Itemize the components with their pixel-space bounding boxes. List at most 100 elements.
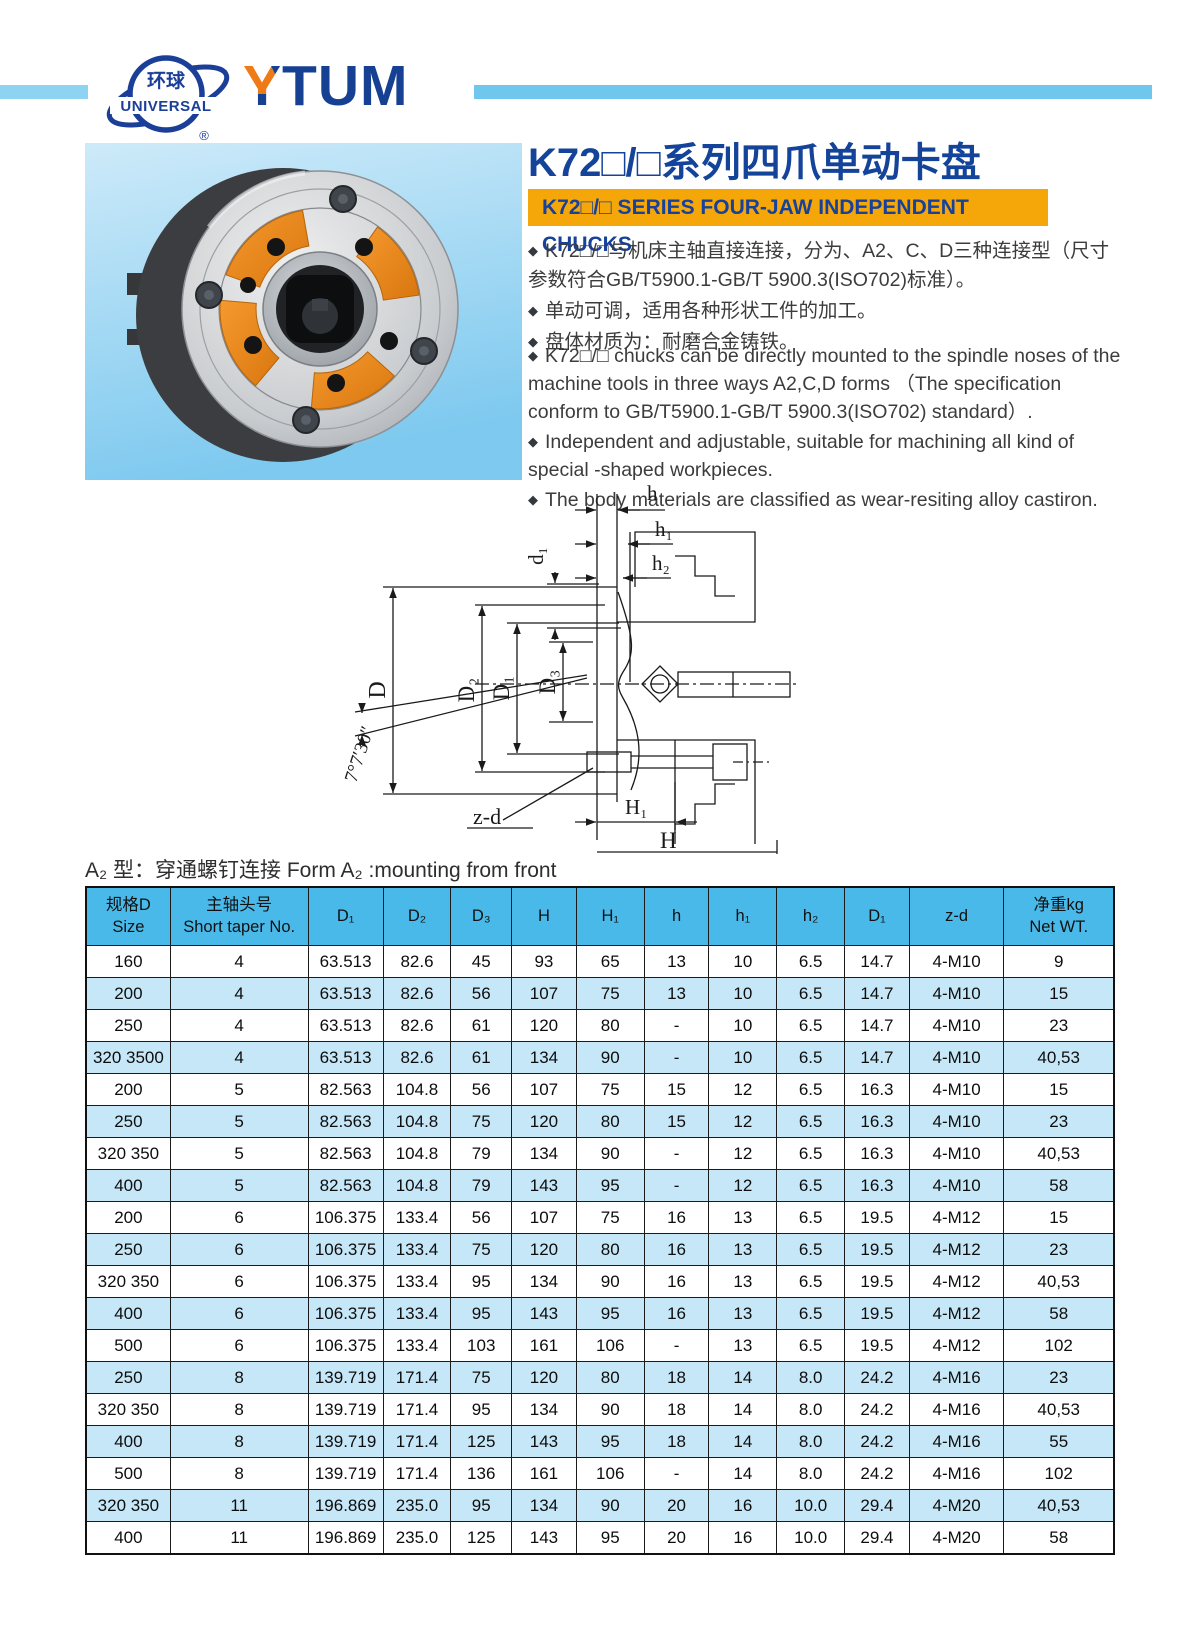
table-cell: 8.0 bbox=[776, 1361, 846, 1394]
table-cell: 104.8 bbox=[382, 1137, 452, 1170]
diamond-bullet-icon: ◆ bbox=[528, 348, 538, 363]
table-cell: 125 bbox=[450, 1425, 513, 1458]
table-row: 320 350 6 106.375 133.4 95 134 90 16 13 6.5 19.5 4-… bbox=[85, 1265, 1115, 1298]
table-cell: 106.375 bbox=[307, 1297, 384, 1330]
table-row: 250 6 106.375 133.4 75 120 80 16 13 6.5 19.5 4-M12 2… bbox=[85, 1233, 1115, 1266]
table-cell: 95 bbox=[575, 1425, 645, 1458]
table-cell: 5 bbox=[169, 1105, 309, 1138]
table-cell: 107 bbox=[511, 1201, 577, 1234]
chuck-holes bbox=[240, 238, 398, 392]
table-cell: 5 bbox=[169, 1073, 309, 1106]
header-cell: 净重kg Net WT. bbox=[1003, 886, 1115, 946]
dim-label-H1: H₁ bbox=[625, 795, 648, 819]
table-cell: 75 bbox=[450, 1105, 513, 1138]
table-cell: 95 bbox=[450, 1393, 513, 1426]
bullet-text: Independent and adjustable, suitable for… bbox=[528, 431, 1075, 482]
table-cell: 95 bbox=[575, 1297, 645, 1330]
table-cell: 19.5 bbox=[844, 1265, 910, 1298]
table-cell: 90 bbox=[575, 1041, 645, 1074]
table-cell: 82.6 bbox=[382, 977, 452, 1010]
spec-table-header-row: 规格D Size 主轴头号 Short taper No. D₁ D₂ D₃ H H₁ h h₁… bbox=[85, 886, 1115, 946]
table-cell: 12 bbox=[708, 1169, 778, 1202]
table-cell: 13 bbox=[643, 945, 710, 978]
table-cell: 125 bbox=[450, 1521, 513, 1555]
table-cell: 15 bbox=[1003, 1201, 1115, 1234]
table-cell: 320 350 bbox=[85, 1265, 171, 1298]
table-cell: 8.0 bbox=[776, 1425, 846, 1458]
table-cell: 200 bbox=[85, 977, 171, 1010]
header-rule-left bbox=[0, 85, 88, 99]
dim-label-h: h bbox=[647, 481, 658, 505]
table-cell: 250 bbox=[85, 1009, 171, 1042]
table-cell: 11 bbox=[169, 1489, 309, 1522]
table-cell: 139.719 bbox=[307, 1361, 384, 1394]
spec-table-body: 160 4 63.513 82.6 45 93 65 13 10 6.5 14.7 4-M10 9 200… bbox=[85, 945, 1115, 1555]
registered-mark: ® bbox=[199, 128, 209, 143]
table-row: 320 350 11 196.869 235.0 95 134 90 20 16 10.0 29.4… bbox=[85, 1489, 1115, 1522]
header-cell: H₁ bbox=[575, 886, 645, 946]
table-cell: 20 bbox=[643, 1521, 710, 1555]
table-cell: 133.4 bbox=[382, 1201, 452, 1234]
table-cell: 63.513 bbox=[307, 977, 384, 1010]
table-cell: 5 bbox=[169, 1169, 309, 1202]
dim-label-D: D bbox=[365, 681, 391, 698]
table-cell: 4-M10 bbox=[908, 1169, 1005, 1202]
table-cell: 75 bbox=[575, 977, 645, 1010]
table-cell: 20 bbox=[643, 1489, 710, 1522]
table-cell: 400 bbox=[85, 1169, 171, 1202]
table-cell: 4-M10 bbox=[908, 945, 1005, 978]
dim-label-D1: D₁ bbox=[489, 676, 514, 701]
table-cell: 90 bbox=[575, 1489, 645, 1522]
table-row: 400 5 82.563 104.8 79 143 95-12 6.5 16.3 4-M10 58 bbox=[85, 1169, 1115, 1202]
diamond-bullet-icon: ◆ bbox=[528, 333, 538, 349]
table-cell: 6.5 bbox=[776, 1201, 846, 1234]
table-cell: 4-M10 bbox=[908, 977, 1005, 1010]
table-cell: 16 bbox=[643, 1233, 710, 1266]
table-cell: - bbox=[643, 1009, 710, 1042]
feature-bullets-zh: ◆ K72□/□与机床主轴直接连接，分为、A2、C、D三种连接型（尺寸参数符合GB… bbox=[528, 237, 1122, 358]
table-cell: 12 bbox=[708, 1137, 778, 1170]
bullet-list-zh: ◆ K72□/□与机床主轴直接连接，分为、A2、C、D三种连接型（尺寸参数符合GB… bbox=[528, 237, 1122, 356]
table-cell: 6.5 bbox=[776, 1041, 846, 1074]
table-cell: 15 bbox=[1003, 977, 1115, 1010]
table-cell: 40,53 bbox=[1003, 1489, 1115, 1522]
table-cell: 102 bbox=[1003, 1457, 1115, 1490]
table-cell: 500 bbox=[85, 1329, 171, 1362]
table-cell: 161 bbox=[511, 1329, 577, 1362]
table-cell: 6 bbox=[169, 1201, 309, 1234]
table-cell: 75 bbox=[575, 1201, 645, 1234]
bullet-text: K72□/□ chucks can be directly mounted to… bbox=[528, 345, 1121, 424]
table-cell: 14.7 bbox=[844, 977, 910, 1010]
table-cell: 40,53 bbox=[1003, 1393, 1115, 1426]
logo-zh-text: 环球 bbox=[147, 69, 186, 92]
table-cell: 235.0 bbox=[382, 1521, 452, 1555]
table-cell: 79 bbox=[450, 1169, 513, 1202]
diamond-bullet-icon: ◆ bbox=[528, 434, 538, 450]
table-cell: 4-M16 bbox=[908, 1393, 1005, 1426]
table-cell: 4-M12 bbox=[908, 1201, 1005, 1234]
table-cell: 14 bbox=[708, 1457, 778, 1490]
table-cell: 4 bbox=[169, 945, 309, 978]
table-cell: 61 bbox=[450, 1041, 513, 1074]
table-cell: 400 bbox=[85, 1521, 171, 1555]
table-cell: 6 bbox=[169, 1265, 309, 1298]
bullet-text: 盘体材质为：耐磨合金铸铁。 bbox=[545, 330, 799, 353]
table-cell: 18 bbox=[643, 1425, 710, 1458]
table-cell: 10 bbox=[708, 945, 778, 978]
header-cell: D₁ bbox=[844, 886, 910, 946]
table-cell: - bbox=[643, 1457, 710, 1490]
table-cell: 400 bbox=[85, 1297, 171, 1330]
bullet-item: ◆ Independent and adjustable, suitable fo… bbox=[528, 428, 1122, 484]
table-cell: 104.8 bbox=[382, 1073, 452, 1106]
table-cell: 40,53 bbox=[1003, 1137, 1115, 1170]
table-cell: 4 bbox=[169, 1041, 309, 1074]
table-cell: 120 bbox=[511, 1233, 577, 1266]
table-cell: 4-M12 bbox=[908, 1297, 1005, 1330]
header-cell: z-d bbox=[908, 886, 1005, 946]
table-cell: 320 350 bbox=[85, 1393, 171, 1426]
table-cell: 134 bbox=[511, 1137, 577, 1170]
diamond-bullet-icon: ◆ bbox=[528, 302, 538, 318]
table-cell: 6.5 bbox=[776, 1073, 846, 1106]
table-cell: 103 bbox=[450, 1329, 513, 1362]
table-cell: 80 bbox=[575, 1009, 645, 1042]
